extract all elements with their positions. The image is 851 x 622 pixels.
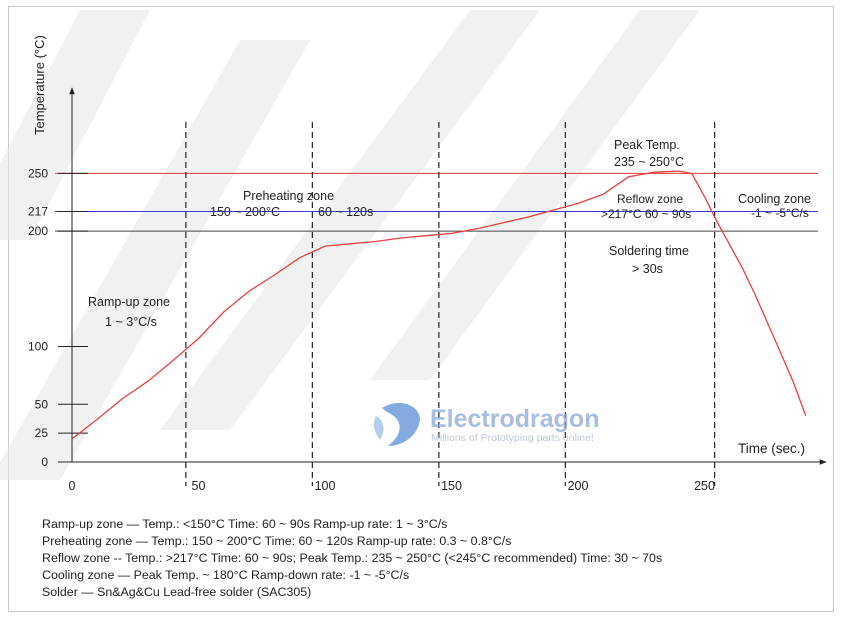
cooling-rate: -1 ~ -5°C/s [751, 206, 809, 220]
x-tick-label-100: 100 [315, 479, 336, 493]
notes-block: Ramp-up zone — Temp.: <150°C Time: 60 ~ … [42, 516, 662, 601]
x-tick-label-150: 150 [441, 479, 462, 493]
y-tick-label-50: 50 [35, 397, 49, 411]
x-tick-label-250: 250 [694, 479, 715, 493]
zone-dividers [185, 122, 716, 486]
preheat-temp: 150 ~ 200°C [210, 205, 280, 219]
note-row: Preheating zone — Temp.: 150 ~ 200°C Tim… [42, 533, 662, 550]
note-key: Cooling zone [42, 568, 115, 582]
y-tick-label-217: 217 [28, 204, 48, 218]
note-text: — Peak Temp. ~ 180°C Ramp-down rate: -1 … [114, 568, 410, 582]
preheat-time: 60 ~ 120s [318, 205, 373, 219]
soldering-title: Soldering time [609, 244, 689, 258]
note-key: Ramp-up zone [42, 517, 124, 531]
reflow-profile-chart: 0 25 50 100 200 217 250 0 50 100 150 200 250 Temper… [0, 10, 827, 493]
dragon-logo-icon [382, 403, 420, 446]
note-text: — Sn&Ag&Cu Lead-free solder (SAC305) [77, 585, 312, 599]
note-key: Solder [42, 585, 78, 599]
preheat-title: Preheating zone [243, 189, 334, 203]
reflow-detail: >217°C 60 ~ 90s [601, 207, 691, 221]
rampup-title: Ramp-up zone [88, 295, 170, 309]
y-tick-label-200: 200 [28, 224, 48, 238]
y-ticks: 0 25 50 100 200 217 250 [28, 166, 88, 469]
brand-watermark: Electrodragon Millions of Prototyping pa… [373, 403, 599, 446]
x-tick-label-50: 50 [192, 479, 206, 493]
x-tick-label-200: 200 [568, 479, 589, 493]
note-row: Ramp-up zone — Temp.: <150°C Time: 60 ~ … [42, 516, 662, 533]
soldering-value: > 30s [632, 262, 663, 276]
axes [69, 87, 827, 465]
x-axis-label: Time (sec.) [738, 441, 805, 456]
x-tick-label-0: 0 [69, 479, 76, 493]
note-text: — Temp.: 150 ~ 200°C Time: 60 ~ 120s Ram… [132, 534, 512, 548]
y-tick-label-100: 100 [28, 340, 48, 354]
peak-range: 235 ~ 250°C [614, 155, 684, 169]
dragon-logo-icon-inner [373, 416, 384, 440]
note-row: Cooling zone — Peak Temp. ~ 180°C Ramp-d… [42, 567, 662, 584]
y-axis-label: Temperature (°C) [32, 35, 47, 135]
y-tick-label-0: 0 [41, 455, 48, 469]
rampup-rate: 1 ~ 3°C/s [105, 315, 157, 329]
reflow-title: Reflow zone [617, 192, 683, 206]
brand-name: Electrodragon [430, 405, 599, 433]
series-line-temperature-profile [71, 170, 807, 440]
y-tick-label-25: 25 [35, 426, 49, 440]
y-tick-label-250: 250 [28, 166, 48, 180]
cooling-title: Cooling zone [738, 192, 811, 206]
note-row: Solder — Sn&Ag&Cu Lead-free solder (SAC3… [42, 584, 662, 601]
brand-tagline: Millions of Prototyping parts online! [431, 432, 594, 444]
note-row: Reflow zone -- Temp.: >217°C Time: 60 ~ … [42, 550, 662, 567]
note-key: Preheating zone [42, 534, 133, 548]
note-key: Reflow zone [42, 551, 111, 565]
peak-title: Peak Temp. [614, 138, 680, 152]
note-text: — Temp.: <150°C Time: 60 ~ 90s Ramp-up r… [123, 517, 448, 531]
watermark-stripes [0, 10, 700, 480]
x-ticks: 0 50 100 150 200 250 [69, 479, 715, 493]
note-text: -- Temp.: >217°C Time: 60 ~ 90s; Peak Te… [110, 551, 663, 565]
